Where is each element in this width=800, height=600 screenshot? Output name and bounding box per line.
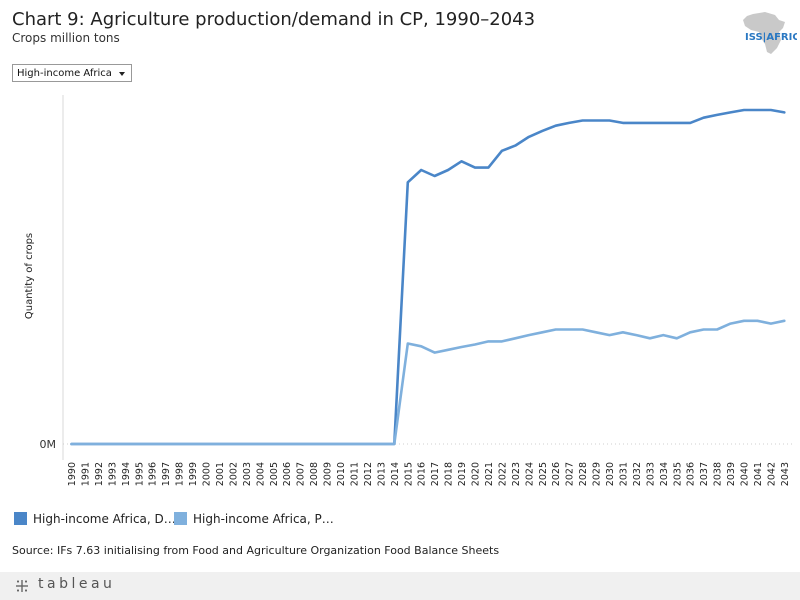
x-tick-label: 2043 [780,462,791,486]
legend-item-production[interactable]: High-income Africa, P… [174,512,334,526]
region-filter-value: High-income Africa [17,68,112,79]
chart-title: Chart 9: Agriculture production/demand i… [12,9,536,30]
x-tick-label: 2034 [659,462,670,486]
x-tick-label: 1997 [161,462,172,486]
tableau-logo-icon[interactable] [14,578,30,594]
tableau-footer: tableau [0,572,800,600]
legend-label-demand: High-income Africa, D… [33,512,176,526]
region-filter-dropdown[interactable]: High-income Africa [12,64,132,82]
x-tick-label: 2032 [632,462,643,486]
x-tick-label: 2005 [269,462,280,486]
y-tick-label: 0M [40,438,57,451]
x-tick-label: 2014 [390,462,401,486]
x-tick-label: 2037 [699,462,710,486]
x-tick-label: 1999 [188,462,199,486]
x-tick-label: 2010 [336,462,347,486]
x-tick-label: 2013 [376,462,387,486]
x-tick-label: 2040 [740,462,751,486]
x-tick-label: 1998 [175,462,186,486]
x-tick-label: 2018 [444,462,455,486]
x-tick-label: 1994 [121,462,132,486]
chart-axes: 0M Quantity of crops [24,95,795,460]
x-axis-ticks: 1990 1991 1992 1993 1994 1995 1996 1997 1998 1999… [67,462,791,486]
x-tick-label: 1991 [80,462,91,486]
chevron-down-icon [119,72,125,76]
x-tick-label: 2009 [323,462,334,486]
x-tick-label: 1995 [134,462,145,486]
x-tick-label: 2039 [726,462,737,486]
x-tick-label: 1992 [94,462,105,486]
legend-label-production: High-income Africa, P… [193,512,334,526]
logo-text: ISS|AFRICA [745,32,797,43]
series-line-demand [70,108,786,446]
x-tick-label: 2001 [215,462,226,486]
x-tick-label: 2017 [430,462,441,486]
tableau-brand-text[interactable]: tableau [38,576,116,592]
x-tick-label: 2041 [753,462,764,486]
x-tick-label: 2003 [242,462,253,486]
x-tick-label: 2000 [202,462,213,486]
x-tick-label: 2036 [686,462,697,486]
legend-item-demand[interactable]: High-income Africa, D… [14,512,176,526]
x-tick-label: 2015 [403,462,414,486]
x-tick-label: 2016 [417,462,428,486]
x-tick-label: 2004 [255,462,266,486]
iss-africa-logo: ISS|AFRICA [743,12,797,54]
x-tick-label: 1996 [148,462,159,486]
chart-subtitle: Crops million tons [12,31,120,45]
x-tick-label: 2008 [309,462,320,486]
x-tick-label: 2006 [282,462,293,486]
x-tick-label: 2033 [645,462,656,486]
x-tick-label: 2029 [592,462,603,486]
line-chart: 0M Quantity of crops 1990 1991 1992 1993 1994… [24,95,795,486]
x-tick-label: 2031 [618,462,629,486]
x-tick-label: 2042 [766,462,777,486]
x-tick-label: 2028 [578,462,589,486]
x-tick-label: 2022 [497,462,508,486]
x-tick-label: 2020 [471,462,482,486]
legend-swatch-demand [14,512,27,525]
x-tick-label: 2035 [672,462,683,486]
x-tick-label: 2007 [296,462,307,486]
source-note: Source: IFs 7.63 initialising from Food … [12,544,500,557]
x-tick-label: 2025 [538,462,549,486]
series-line-production [70,319,786,446]
x-tick-label: 2038 [713,462,724,486]
x-tick-label: 1993 [107,462,118,486]
legend-swatch-production [174,512,187,525]
x-tick-label: 2012 [363,462,374,486]
x-tick-label: 2030 [605,462,616,486]
x-tick-label: 2027 [565,462,576,486]
x-tick-label: 2019 [457,462,468,486]
africa-map-icon [743,12,785,54]
y-axis-title: Quantity of crops [24,233,35,319]
x-tick-label: 2011 [349,462,360,486]
x-tick-label: 2026 [551,462,562,486]
x-tick-label: 2024 [524,462,535,486]
x-tick-label: 2023 [511,462,522,486]
chart-lines [70,108,786,446]
x-tick-label: 2002 [228,462,239,486]
x-tick-label: 1990 [67,462,78,486]
x-tick-label: 2021 [484,462,495,486]
